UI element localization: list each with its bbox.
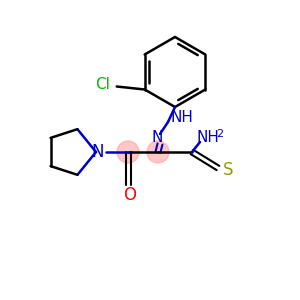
Circle shape xyxy=(147,141,169,163)
Text: NH: NH xyxy=(196,130,219,145)
Text: 2: 2 xyxy=(216,129,224,139)
Text: S: S xyxy=(223,161,233,179)
Text: Cl: Cl xyxy=(95,77,110,92)
Circle shape xyxy=(117,141,139,163)
Text: N: N xyxy=(92,143,104,161)
Text: N: N xyxy=(151,130,163,146)
Text: NH: NH xyxy=(171,110,194,124)
Text: O: O xyxy=(124,186,136,204)
